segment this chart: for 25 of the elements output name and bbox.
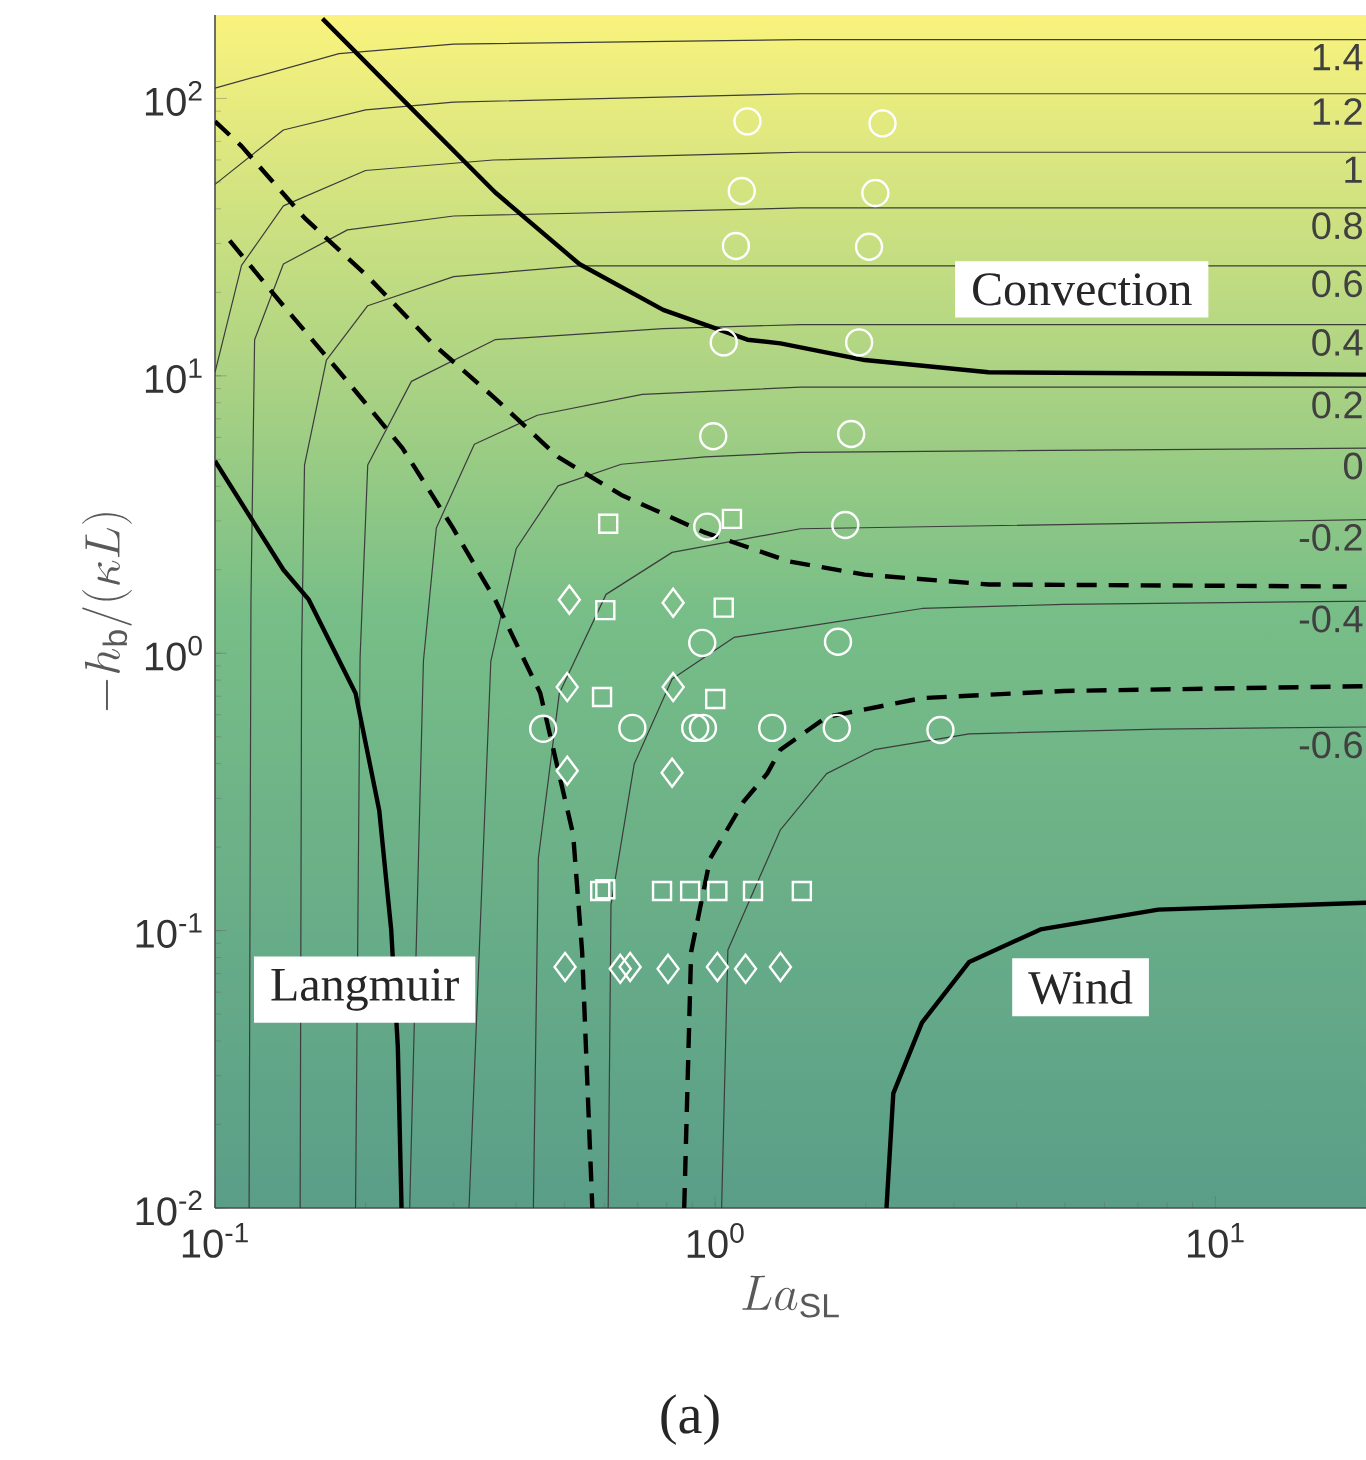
x-tick-label: 10$^{1}$ — [1187, 1223, 1244, 1258]
series-label: 0.4 — [1312, 329, 1363, 356]
y-tick-label: 10$^{-1}$ — [136, 913, 202, 948]
annotation: Langmuir — [271, 968, 459, 1011]
series-label: 0.2 — [1312, 391, 1362, 419]
x-tick-label: 10$^{-1}$ — [182, 1223, 248, 1258]
y-axis-title: $-h_{\mathrm{b}}/(\kappa L)$ — [82, 513, 132, 711]
y-tick-label: 10$^{-2}$ — [136, 1190, 202, 1226]
annotation: Wind — [1028, 970, 1133, 1005]
series-label: 0.8 — [1312, 212, 1362, 240]
y-tick-label: 10$^{0}$ — [145, 635, 202, 671]
series-label: -0.4 — [1299, 605, 1363, 633]
series-label: 1.4 — [1313, 44, 1363, 71]
series-label: 0 — [1343, 452, 1363, 480]
series-label: -0.6 — [1299, 731, 1362, 759]
series-label: 1 — [1345, 156, 1362, 183]
text: (a) — [661, 1394, 719, 1445]
x-axis-title: $La_{\mathrm{SL}}$ — [742, 1275, 839, 1318]
y-tick-label: 10$^{1}$ — [145, 358, 202, 394]
y-tick-label: 10$^{2}$ — [145, 80, 202, 116]
series-label: 1.2 — [1313, 98, 1362, 125]
x-tick-label: 10$^{0}$ — [687, 1223, 744, 1259]
series-label: -0.2 — [1299, 524, 1362, 551]
annotation: Convection — [973, 273, 1192, 306]
series-label: 0.6 — [1312, 270, 1362, 298]
